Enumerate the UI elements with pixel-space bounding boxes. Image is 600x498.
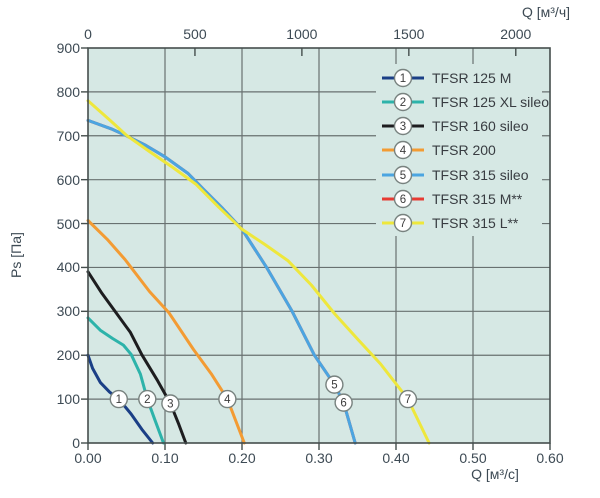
y-axis-label: Ps [Па] bbox=[8, 232, 24, 278]
marker-circle bbox=[334, 393, 353, 412]
marker-number: 5 bbox=[331, 380, 337, 392]
y-tick-label: 600 bbox=[56, 171, 80, 188]
legend-number-circle bbox=[393, 140, 413, 160]
top-tick-label: 1500 bbox=[393, 26, 425, 42]
bottom-tick-label: 0.40 bbox=[382, 450, 410, 466]
bottom-tick-label: 0.10 bbox=[151, 450, 179, 466]
marker-number: 1 bbox=[116, 394, 122, 406]
marker-circle bbox=[398, 389, 418, 409]
legend-label: TFSR 200 bbox=[432, 142, 496, 158]
y-tick-label: 400 bbox=[56, 259, 80, 276]
bottom-axis-label: Q [м³/c] bbox=[471, 466, 519, 482]
y-tick-label: 0 bbox=[72, 435, 80, 451]
curve-tfsr-200 bbox=[86, 219, 246, 445]
legend-item-2: 2 TFSR 125 XL sileo bbox=[382, 92, 549, 112]
bottom-tick-label: 0.20 bbox=[228, 450, 256, 466]
top-tick-label: 0 bbox=[84, 26, 92, 42]
marker-circle bbox=[161, 394, 180, 413]
curve-marker-2: 2 bbox=[138, 389, 157, 409]
legend-number-circle bbox=[393, 213, 413, 233]
legend-number-circle bbox=[393, 189, 413, 209]
legend-number: 3 bbox=[400, 121, 406, 133]
y-tick-label: 200 bbox=[56, 347, 80, 364]
curve-tfsr-125-xl-sileo bbox=[86, 316, 165, 445]
y-tick-label: 100 bbox=[56, 391, 80, 408]
curve-marker-7: 7 bbox=[398, 389, 418, 409]
y-tick-label: 800 bbox=[56, 83, 80, 100]
legend-item-5: 5 TFSR 315 sileo bbox=[382, 165, 529, 185]
bottom-tick-label: 0.50 bbox=[459, 450, 487, 466]
bottom-tick-label: 0.60 bbox=[536, 450, 564, 466]
legend-number: 6 bbox=[400, 194, 406, 206]
marker-number: 4 bbox=[224, 394, 231, 406]
marker-number: 7 bbox=[405, 394, 411, 406]
top-axis-label: Q [м³/ч] bbox=[521, 4, 570, 20]
curve-marker-4: 4 bbox=[218, 389, 237, 409]
marker-circle bbox=[218, 389, 237, 409]
top-tick-label: 2000 bbox=[500, 26, 532, 42]
y-tick-label: 500 bbox=[56, 215, 80, 232]
top-tick-label: 1000 bbox=[286, 26, 318, 42]
curve-marker-3: 3 bbox=[161, 394, 180, 413]
legend-number-circle bbox=[393, 165, 413, 185]
plot-border bbox=[87, 47, 551, 444]
legend-label: TFSR 315 L** bbox=[432, 215, 519, 231]
marker-circle bbox=[325, 375, 344, 394]
legend-label: TFSR 160 sileo bbox=[432, 118, 529, 134]
plot-area: 1 TFSR 125 M 2 TFSR 125 XL sileo 3 TFSR 160 s… bbox=[81, 47, 551, 450]
curve-tfsr-160-sileo bbox=[86, 270, 188, 445]
legend-number-circle bbox=[393, 92, 413, 112]
legend-label: TFSR 125 M bbox=[432, 70, 511, 86]
legend-label: TFSR 315 sileo bbox=[432, 167, 529, 183]
legend-number: 4 bbox=[400, 145, 407, 157]
legend-label: TFSR 315 M** bbox=[432, 191, 523, 207]
marker-number: 3 bbox=[167, 399, 173, 411]
top-tick-label: 500 bbox=[183, 26, 207, 42]
bottom-tick-label: 0.30 bbox=[305, 450, 333, 466]
curve-marker-5: 5 bbox=[325, 375, 344, 394]
curve-marker-1: 1 bbox=[109, 389, 128, 409]
curve-marker-6: 6 bbox=[334, 393, 353, 412]
legend-item-3: 3 TFSR 160 sileo bbox=[382, 116, 529, 136]
legend-item-7: 7 TFSR 315 L** bbox=[382, 213, 519, 233]
y-tick-label: 300 bbox=[56, 303, 80, 320]
legend-number: 5 bbox=[400, 170, 406, 182]
marker-number: 2 bbox=[144, 394, 150, 406]
y-tick-label: 700 bbox=[56, 127, 80, 144]
legend-number: 1 bbox=[400, 73, 406, 85]
curve-tfsr-315-l- bbox=[86, 99, 431, 445]
legend-item-1: 1 TFSR 125 M bbox=[382, 68, 511, 88]
legend-number: 2 bbox=[400, 97, 406, 109]
bottom-tick-label: 0.00 bbox=[74, 450, 102, 466]
legend-number: 7 bbox=[400, 218, 406, 230]
marker-number: 6 bbox=[340, 398, 346, 410]
legend-number-circle bbox=[393, 68, 413, 88]
marker-circle bbox=[109, 389, 128, 409]
legend-number-circle bbox=[393, 116, 413, 136]
marker-circle bbox=[138, 389, 157, 409]
y-tick-label: 900 bbox=[56, 40, 80, 56]
legend-item-4: 4 TFSR 200 bbox=[382, 140, 496, 160]
legend-label: TFSR 125 XL sileo bbox=[432, 94, 549, 110]
legend-item-6: 6 TFSR 315 M** bbox=[382, 189, 523, 209]
